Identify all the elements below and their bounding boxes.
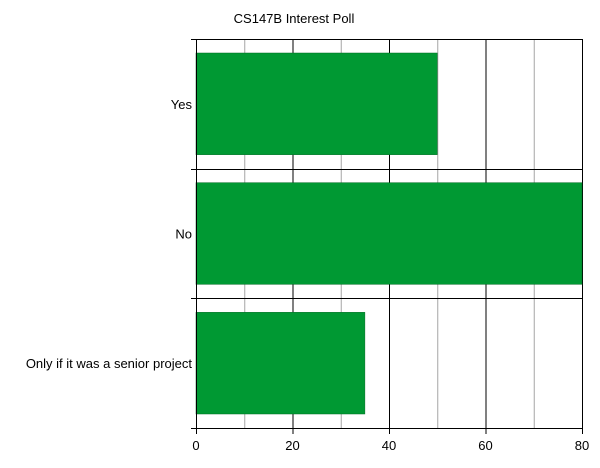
chart-title: CS147B Interest Poll [234, 11, 355, 26]
axis-layer [196, 39, 583, 434]
category-label: Yes [171, 97, 193, 112]
x-tick-label: 20 [285, 438, 299, 453]
bar-2 [195, 182, 583, 285]
category-label: Only if it was a senior project [26, 356, 193, 371]
x-tick-label: 60 [478, 438, 492, 453]
x-tick-label: 80 [575, 438, 589, 453]
bars-layer [195, 52, 583, 415]
x-tick-label: 40 [382, 438, 396, 453]
labels-layer: 0 20 40 60 80 Yes No Only if it was a senior pr… [26, 97, 589, 453]
category-label: No [175, 227, 192, 242]
bar-1 [195, 52, 438, 155]
bar-3 [195, 312, 366, 415]
x-tick-label: 0 [192, 438, 199, 453]
